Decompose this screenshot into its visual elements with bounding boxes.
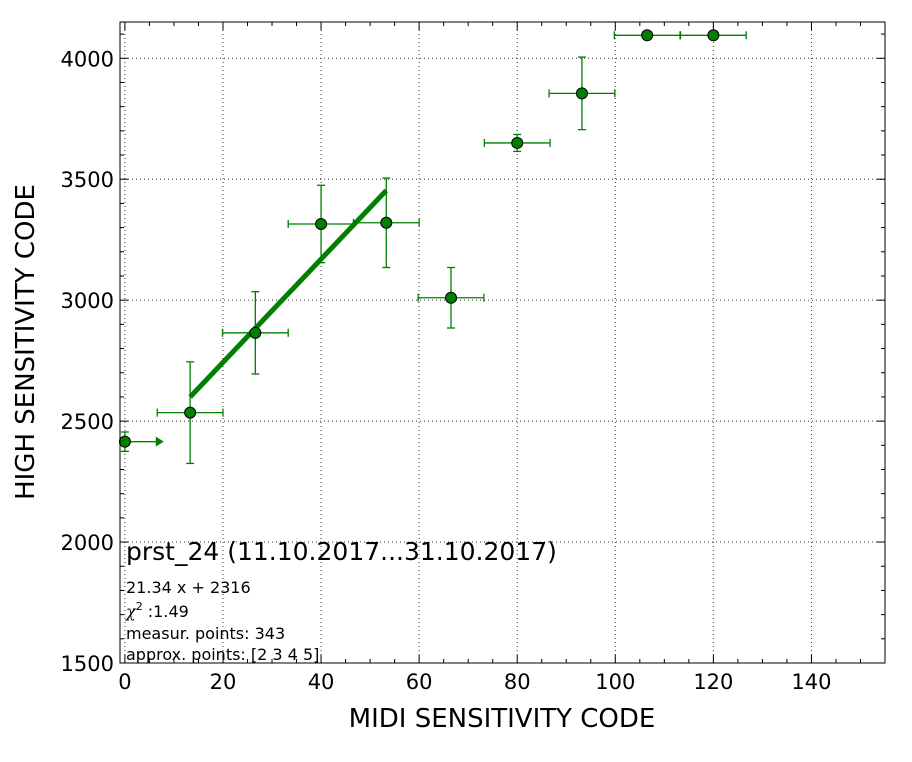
x-tick-label: 60 (406, 670, 433, 694)
chi-superscript: 2 (136, 600, 143, 613)
data-point (575, 87, 588, 100)
data-point (380, 216, 393, 229)
grid-layer (120, 22, 885, 664)
y-tick-label: 2500 (61, 410, 114, 434)
y-axis-label: HIGH SENSITIVITY CODE (11, 184, 41, 500)
chi-symbol: χ (125, 602, 137, 621)
x-tick-label: 100 (595, 670, 635, 694)
y-tick-label: 3500 (61, 168, 114, 192)
x-axis-label: MIDI SENSITIVITY CODE (349, 704, 656, 734)
data-point (707, 29, 720, 42)
x-tick-label: 0 (118, 670, 131, 694)
annotation-chi-square: χ2 :1.49 (125, 600, 189, 621)
y-tick-label: 4000 (61, 47, 114, 71)
data-point (315, 217, 328, 230)
data-point (641, 29, 654, 42)
data-point (445, 291, 458, 304)
data-point (118, 435, 131, 448)
x-tick-label: 20 (210, 670, 237, 694)
x-tick-label: 80 (504, 670, 531, 694)
x-error-arrow (155, 436, 164, 447)
x-tick-label: 120 (693, 670, 733, 694)
y-tick-label: 2000 (61, 531, 114, 555)
x-tick-label: 140 (791, 670, 831, 694)
annotation-approx-points: approx. points: [2 3 4 5] (126, 645, 319, 664)
series-layer (118, 29, 747, 465)
y-tick-label: 1500 (61, 652, 114, 676)
minor-tick-layer (120, 22, 885, 664)
chi-value: :1.49 (143, 602, 189, 621)
x-tick-label: 40 (308, 670, 335, 694)
tick-label-layer: 0 20 40 60 80 100 120 140 1500 2000 2500 3000 3500 40… (61, 47, 832, 694)
annotation-equation: 21.34 x + 2316 (126, 578, 251, 597)
annotation-measur-points: measur. points: 343 (126, 624, 285, 643)
y-tick-label: 3000 (61, 289, 114, 313)
data-point (249, 326, 262, 339)
data-point (511, 136, 524, 149)
plot-frame (119, 21, 886, 664)
data-point (184, 406, 197, 419)
annotation-title: prst_24 (11.10.2017...31.10.2017) (126, 537, 557, 566)
